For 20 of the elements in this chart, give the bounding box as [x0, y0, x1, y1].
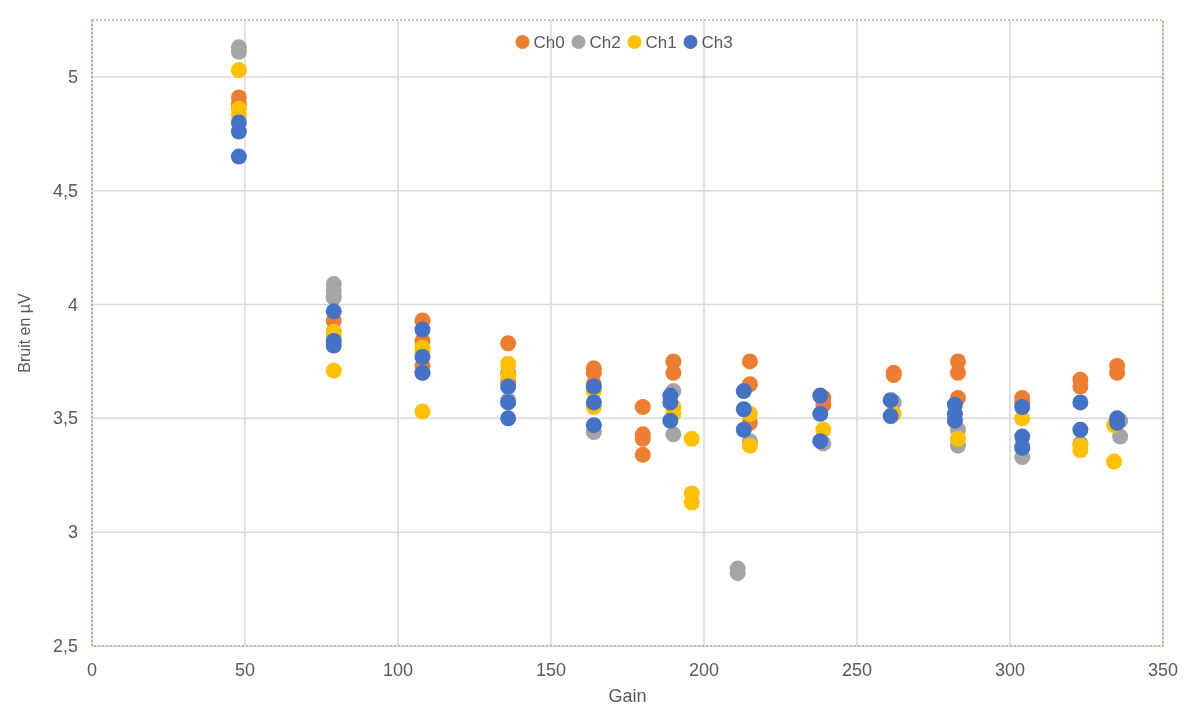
legend-label: Ch0: [533, 33, 565, 52]
x-tick-label: 100: [382, 660, 414, 680]
y-tick-label: 4,5: [52, 180, 78, 201]
x-tick-label: 250: [841, 660, 873, 680]
x-tick-label: 300: [994, 660, 1026, 680]
x-tick-label: 150: [535, 660, 567, 680]
y-tick-label: 3: [67, 522, 78, 543]
y-tick-label: 2,5: [52, 636, 78, 656]
y-tick-label: 5: [67, 66, 78, 87]
x-axis-title: Gain: [608, 686, 647, 706]
x-tick-label: 200: [688, 660, 720, 680]
y-axis-title: Bruit en µV: [16, 292, 33, 373]
x-tick-label: 0: [86, 660, 98, 680]
legend-label: Ch3: [701, 33, 733, 52]
y-tick-label: 4: [67, 294, 78, 315]
y-tick-label: 3,5: [52, 408, 78, 429]
x-tick-label: 350: [1147, 660, 1179, 680]
x-tick-label: 50: [234, 660, 256, 680]
legend-label: Ch1: [645, 33, 677, 52]
legend-label: Ch2: [589, 33, 621, 52]
